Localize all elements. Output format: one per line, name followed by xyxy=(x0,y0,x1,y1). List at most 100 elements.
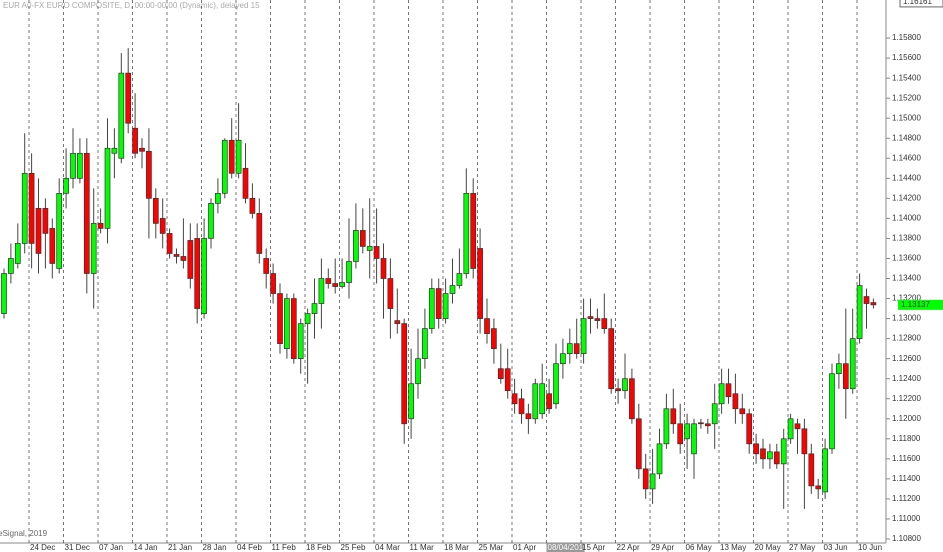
candle-body xyxy=(318,278,325,304)
candle-body xyxy=(829,373,835,450)
candle-body xyxy=(856,285,863,339)
candle-body xyxy=(353,230,359,262)
y-tick-label: 1.11600 xyxy=(892,454,921,463)
candle-body xyxy=(711,403,718,425)
candle-body xyxy=(553,363,559,405)
candle-body xyxy=(228,139,235,174)
candle-body xyxy=(42,208,49,234)
candle-body xyxy=(173,254,180,257)
candle-body xyxy=(594,318,601,321)
candle-body xyxy=(146,150,152,199)
candle-body xyxy=(187,240,194,279)
candle-body xyxy=(836,363,842,375)
candle-body xyxy=(83,152,90,274)
candle-body xyxy=(691,423,697,455)
candle-body xyxy=(677,423,684,445)
x-tick-label: 03 Jun xyxy=(824,543,848,552)
candle-body xyxy=(684,423,690,440)
candle-body xyxy=(470,193,477,269)
candle-body xyxy=(525,413,532,420)
candle-body xyxy=(773,451,780,465)
candle-body xyxy=(166,233,173,254)
candle-body xyxy=(497,368,504,380)
candle-body xyxy=(215,193,221,204)
candle-body xyxy=(325,278,332,284)
y-tick-label: 1.14000 xyxy=(892,214,921,223)
candle-body xyxy=(580,318,587,355)
candle-body xyxy=(270,273,276,294)
y-tick-label: 1.15600 xyxy=(892,53,921,62)
x-tick-label: 28 Jan xyxy=(203,543,227,552)
candle-body xyxy=(373,246,380,259)
candle-body xyxy=(63,177,69,194)
candle-body xyxy=(56,193,63,269)
candle-body xyxy=(111,147,118,154)
candle-body xyxy=(8,258,14,274)
candle-body xyxy=(601,318,608,329)
candle-body xyxy=(870,302,877,306)
x-tick-label: 11 Feb xyxy=(272,543,297,552)
candle-body xyxy=(787,418,794,440)
y-tick-label: 1.15200 xyxy=(892,93,921,102)
candle-body xyxy=(725,383,732,398)
candle-body xyxy=(139,147,145,152)
x-tick-label: 18 Feb xyxy=(306,543,331,552)
y-tick-label: 1.12000 xyxy=(892,414,921,423)
candle-body xyxy=(718,383,725,405)
x-tick-label: 31 Dec xyxy=(65,543,90,552)
candle-body xyxy=(753,443,759,455)
candle-body xyxy=(380,258,387,279)
candle-body xyxy=(663,408,670,445)
candle-body xyxy=(546,393,552,410)
watermark: © eSignal, 2019 xyxy=(0,529,48,538)
candle-body xyxy=(415,358,421,385)
candle-body xyxy=(511,393,518,405)
candle-body xyxy=(739,408,746,415)
candle-body xyxy=(339,282,345,287)
candle-body xyxy=(366,246,373,251)
candle-body xyxy=(642,468,649,490)
last-price-label: 1.13137 xyxy=(901,300,930,309)
highlight-box xyxy=(546,543,585,552)
y-tick-label: 1.12800 xyxy=(892,334,921,343)
y-tick-label: 1.10800 xyxy=(892,534,921,543)
candle-body xyxy=(629,378,635,420)
y-tick-label: 1.14200 xyxy=(892,193,921,202)
y-tick-label: 1.12400 xyxy=(892,374,921,383)
candle-body xyxy=(615,388,621,392)
candle-body xyxy=(532,383,539,420)
x-tick-label: 10 Jun xyxy=(858,543,882,552)
candle-body xyxy=(235,139,242,174)
candle-body xyxy=(767,451,773,460)
candle-body xyxy=(608,328,615,390)
candle-body xyxy=(28,172,35,244)
candle-body xyxy=(304,313,311,324)
candle-body xyxy=(698,422,704,425)
candle-body xyxy=(201,238,207,314)
x-tick-label: 15 Apr xyxy=(582,543,605,552)
x-tick-label: 01 Apr xyxy=(513,543,536,552)
last-price-box xyxy=(898,299,943,310)
x-tick-label: 18 Mar xyxy=(444,543,469,552)
candle-body xyxy=(297,323,304,360)
y-tick-label: 1.15000 xyxy=(892,113,921,122)
candle-body xyxy=(401,323,408,425)
y-tick-label: 1.13200 xyxy=(892,294,921,303)
y-tick-label: 1.15800 xyxy=(892,33,921,42)
x-tick-label: 24 Dec xyxy=(30,543,55,552)
x-tick-label: 13 May xyxy=(720,543,746,552)
candle-body xyxy=(359,230,366,247)
candle-body xyxy=(14,243,21,264)
candle-body xyxy=(35,208,42,254)
x-tick-label: 20 May xyxy=(755,543,781,552)
y-tick-label: 1.13000 xyxy=(892,314,921,323)
candle-body xyxy=(311,303,318,314)
y-tick-label: 1.13800 xyxy=(892,234,921,243)
y-tick-label: 1.11000 xyxy=(892,514,921,523)
candle-body xyxy=(180,256,187,261)
candle-body xyxy=(649,473,656,490)
candle-body xyxy=(484,318,490,334)
y-tick-label: 1.12200 xyxy=(892,394,921,403)
candle-body xyxy=(780,438,787,465)
top-price-label: 1.16161 xyxy=(903,0,932,6)
